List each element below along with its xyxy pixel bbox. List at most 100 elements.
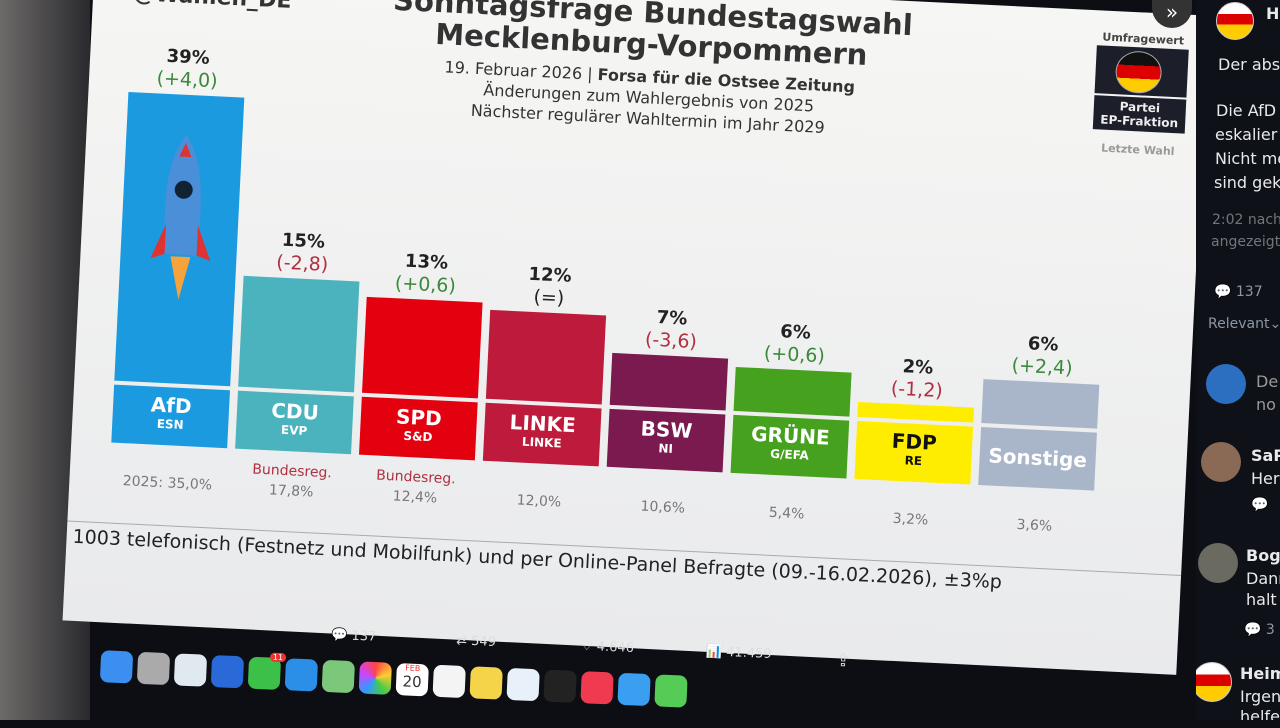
like-button[interactable]: ♡ 4.646 <box>580 638 635 657</box>
bar-linke <box>485 310 607 405</box>
reply-count[interactable]: 💬 3 <box>1244 622 1275 638</box>
bar-fdp <box>857 402 975 423</box>
expand-icon[interactable]: » <box>1152 0 1192 28</box>
previous-value: 2025: 35,0% <box>122 473 213 494</box>
previous-value: 3,6% <box>1016 516 1053 535</box>
change-label: (+0,6) <box>763 341 826 367</box>
change-label: (=) <box>532 286 565 310</box>
reply-icon[interactable]: 💬 <box>1251 497 1269 513</box>
apple-tv-icon[interactable] <box>543 669 577 703</box>
previous-result: Bundesreg. 17,8% <box>233 459 351 505</box>
calendar-icon[interactable]: FEB 20 <box>395 663 429 697</box>
finder-icon[interactable] <box>99 650 134 684</box>
calendar-day: 20 <box>402 672 423 692</box>
reply-avatar[interactable] <box>1198 543 1238 583</box>
reply-avatar[interactable] <box>1196 662 1232 702</box>
party-name: Sonstige <box>987 443 1088 473</box>
repost-button[interactable]: ⇄ 549 <box>455 633 497 650</box>
numbers-icon[interactable] <box>654 674 688 708</box>
bar-sonstige <box>981 378 1100 429</box>
party-column: Sonstige 6% (+2,4) 3,6% <box>978 333 1100 535</box>
post-shown-label: angezeigt <box>1211 234 1280 250</box>
launchpad-icon[interactable] <box>136 651 171 686</box>
reply-avatar[interactable] <box>1206 364 1246 404</box>
post-text-line: eskalier <box>1215 125 1278 144</box>
change-label: (-2,8) <box>275 251 329 276</box>
replies-button[interactable]: 💬 137 <box>330 627 377 645</box>
label-sonstige: Sonstige <box>978 427 1097 491</box>
post-text-line: Der abs <box>1218 55 1280 74</box>
reply-count-value: 3 <box>1265 622 1275 638</box>
value-label: 39% (+4,0) <box>129 44 247 94</box>
reply-text: no <box>1256 395 1276 414</box>
views-button[interactable]: 📊 41.459 <box>705 644 772 663</box>
value-label: 6% (+2,4) <box>984 331 1102 381</box>
freeform-icon[interactable] <box>506 667 540 702</box>
reminders-icon[interactable] <box>432 664 466 699</box>
bar-chart: AfD ESN 39% (+4,0) 2025: 35,0% CDU EVP 15% (-2,8… <box>108 46 1158 553</box>
party-column: GRÜNE G/EFA 6% (+0,6) 5,4% <box>730 321 852 522</box>
previous-result: 3,2% <box>852 507 969 533</box>
photos-icon[interactable] <box>358 661 392 695</box>
label-bsw: BSW NI <box>606 408 726 473</box>
change-label: (-1,2) <box>890 377 944 403</box>
previous-value: 17,8% <box>268 482 314 501</box>
sort-dropdown[interactable]: Relevant⌄ <box>1208 316 1280 332</box>
safari-icon[interactable] <box>173 653 208 687</box>
app-store-icon[interactable] <box>617 672 651 707</box>
author-avatar[interactable] <box>1216 2 1254 40</box>
reply-text: Herr <box>1251 469 1280 488</box>
share-icon[interactable]: ⇪ <box>835 649 852 672</box>
party-column: AfD ESN 39% (+4,0) 2025: 35,0% <box>111 46 245 494</box>
label-grüne: GRÜNE G/EFA <box>730 414 850 479</box>
app-icon[interactable] <box>210 654 245 689</box>
reply-text: helfen <box>1240 707 1280 720</box>
party-column: BSW NI 7% (-3,6) 10,6% <box>606 307 729 517</box>
label-afd: AfD ESN <box>111 384 230 449</box>
party-column: LINKE LINKE 12% (=) 12,0% <box>482 264 607 511</box>
maps-icon[interactable] <box>321 659 355 694</box>
messages-badge: 11 <box>269 652 287 663</box>
messages-icon[interactable]: 11 <box>247 652 287 690</box>
post-text-line: Die AfD <box>1216 101 1277 120</box>
author-name[interactable]: H <box>1266 4 1280 23</box>
reply-text: halt z <box>1246 590 1280 609</box>
previous-value: 12,0% <box>516 492 562 511</box>
previous-value: 12,4% <box>392 488 438 507</box>
previous-result: 10,6% <box>604 495 721 521</box>
reply-text: Irgenc <box>1240 687 1280 706</box>
previous-value: 10,6% <box>640 498 686 517</box>
replies-count: 137 <box>351 628 377 645</box>
previous-result: Bundesreg. 12,4% <box>357 465 475 511</box>
bar-afd <box>114 92 245 387</box>
notes-icon[interactable] <box>469 666 503 700</box>
bar-bsw <box>609 353 729 411</box>
label-linke: LINKE LINKE <box>482 402 602 467</box>
change-label: (+2,4) <box>1011 354 1074 380</box>
reply-text: Dann <box>1246 569 1280 588</box>
previous-result: 3,6% <box>976 513 1093 539</box>
post-time: 2:02 nach <box>1212 212 1280 228</box>
reply-author[interactable]: Bogi <box>1246 546 1280 565</box>
change-label: (+0,6) <box>394 272 457 297</box>
reply-author[interactable]: SaP <box>1251 446 1280 465</box>
legend-logo-box <box>1094 45 1189 98</box>
reply-count[interactable]: 💬 137 <box>1214 284 1263 300</box>
music-icon[interactable] <box>580 671 614 705</box>
repost-count: 549 <box>470 633 497 650</box>
previous-result: 5,4% <box>728 501 845 527</box>
poll-chart-image: @Wahlen_DE Sonntagsfrage Bundestagswahl … <box>62 0 1209 675</box>
reply-avatar[interactable] <box>1201 442 1241 482</box>
reply-author[interactable]: Heim <box>1240 664 1280 683</box>
previous-result: 12,0% <box>481 489 598 515</box>
bar-cdu <box>238 275 360 393</box>
value-label: 13% (+0,6) <box>367 249 485 299</box>
value-label: 7% (-3,6) <box>612 305 730 355</box>
views-count: 41.459 <box>725 645 772 663</box>
party-column: SPD S&D 13% (+0,6) Bundesreg. 12,4% <box>358 250 483 507</box>
party-column: CDU EVP 15% (-2,8) Bundesreg. 17,8% <box>235 230 360 500</box>
previous-value: 3,2% <box>892 510 929 529</box>
mail-icon[interactable] <box>284 658 319 692</box>
value-label: 6% (+0,6) <box>736 319 854 369</box>
rocket-icon <box>150 135 211 301</box>
